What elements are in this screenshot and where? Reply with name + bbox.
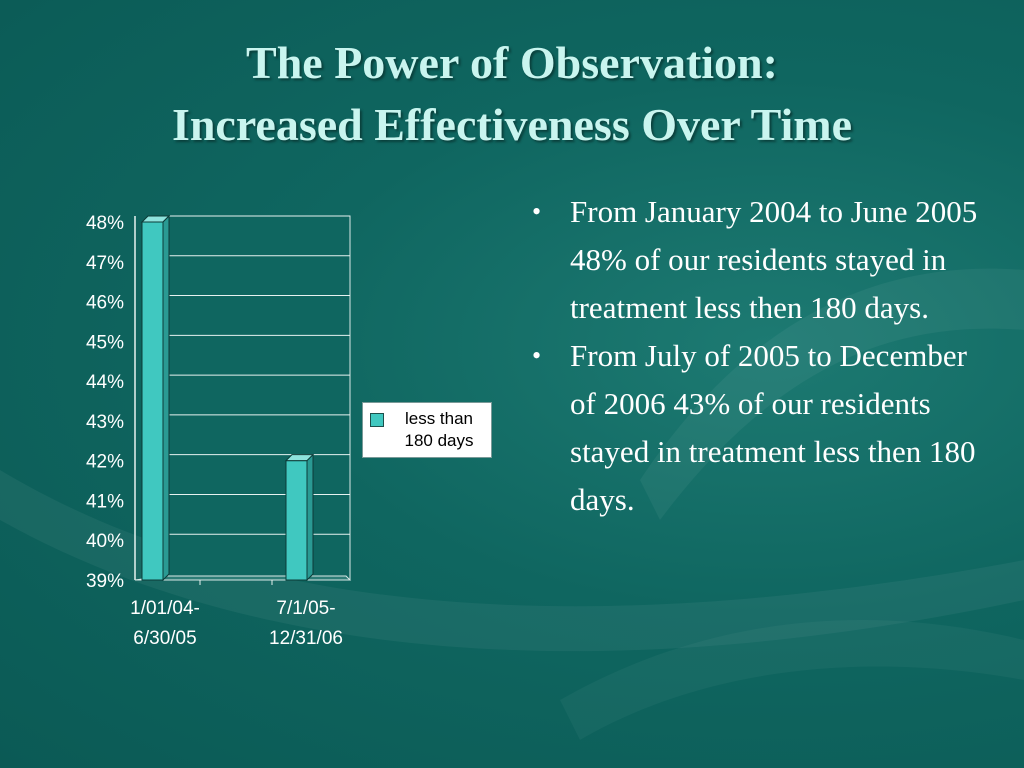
plot-area [164,215,351,581]
bullet-dot-icon: • [532,341,542,370]
bullet-dot-icon: • [532,197,542,226]
bar [284,453,315,582]
y-tick-label: 47% [86,253,124,274]
x-category-label: 7/1/05- [276,598,335,619]
legend-line-1: less than [404,409,474,428]
y-tick-label: 42% [86,452,124,473]
bar-side [306,453,314,582]
chart-legend: less than 180 days [362,402,492,458]
y-tick-label: 43% [86,412,124,433]
legend-line-2: 180 days [404,431,474,450]
legend-swatch [370,413,384,427]
bar-side [162,214,170,582]
x-category-label: 12/31/06 [269,628,343,649]
legend-label: less than 180 days [389,408,489,452]
bar-front [141,221,164,581]
y-tick-label: 41% [86,491,124,512]
y-tick-label: 48% [86,213,124,234]
bar-front [285,460,308,581]
bullet-text-2: From July of 2005 to December of 2006 43… [570,338,976,517]
bullet-text-1: From January 2004 to June 2005 48% of ou… [570,194,978,325]
title-line-1: The Power of Observation: [246,37,778,88]
bullet-list: • From January 2004 to June 2005 48% of … [530,188,990,524]
title-line-2: Increased Effectiveness Over Time [171,99,853,150]
x-category-label: 6/30/05 [133,628,196,649]
y-tick-label: 39% [86,571,124,592]
x-category-label: 1/01/04- [130,598,200,619]
bullet-item-2: • From July of 2005 to December of 2006 … [530,332,990,524]
bullet-item-1: • From January 2004 to June 2005 48% of … [530,188,990,332]
slide-title: The Power of Observation: Increased Effe… [0,32,1024,156]
y-tick-label: 40% [86,531,124,552]
y-tick-label: 44% [86,372,124,393]
bar [140,214,171,582]
y-tick-label: 46% [86,293,124,314]
chart-floor [134,575,352,581]
y-tick-label: 45% [86,332,124,353]
